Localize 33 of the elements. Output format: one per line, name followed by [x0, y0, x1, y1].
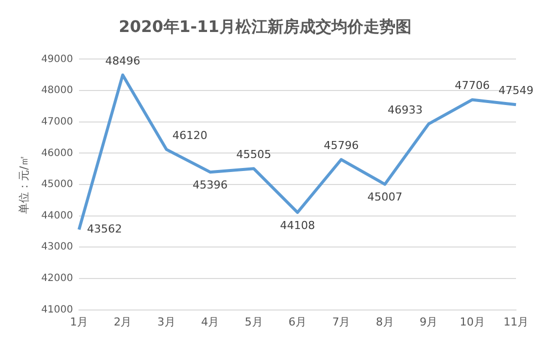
data-label: 44108	[280, 218, 316, 232]
x-tick-label: 6月	[288, 315, 307, 328]
y-tick-label: 49000	[41, 54, 74, 65]
y-tick-label: 46000	[41, 148, 74, 159]
x-tick-label: 3月	[157, 315, 176, 328]
data-label: 43562	[87, 222, 122, 236]
y-axis-title: 单位：元/㎡	[17, 155, 30, 214]
y-tick-label: 48000	[41, 85, 74, 96]
y-tick-label: 41000	[41, 304, 74, 316]
data-label: 47706	[454, 79, 490, 92]
data-label: 45796	[324, 138, 359, 152]
y-tick-label: 43000	[41, 242, 74, 253]
data-label: 45007	[367, 190, 402, 204]
data-label: 46120	[172, 128, 208, 142]
y-tick-label: 42000	[41, 273, 74, 284]
x-tick-label: 5月	[244, 315, 263, 328]
data-label: 46933	[388, 103, 423, 116]
y-tick-label: 47000	[41, 116, 74, 128]
x-tick-label: 1月	[70, 315, 88, 328]
x-tick-label: 10月	[460, 315, 485, 328]
x-tick-label: 7月	[332, 315, 350, 328]
x-tick-label: 2月	[114, 315, 132, 328]
x-tick-label: 8月	[376, 315, 394, 328]
x-tick-label: 9月	[420, 315, 438, 328]
y-tick-label: 44000	[41, 210, 74, 222]
data-label: 45505	[236, 148, 272, 162]
data-label: 47549	[498, 84, 534, 98]
x-tick-label: 4月	[201, 315, 220, 328]
data-label: 48496	[105, 54, 140, 68]
chart-title: 2020年1-11月松江新房成交均价走势图	[118, 16, 412, 36]
data-label: 45396	[192, 178, 228, 192]
x-tick-label: 11月	[504, 315, 528, 328]
y-tick-label: 45000	[41, 179, 74, 190]
